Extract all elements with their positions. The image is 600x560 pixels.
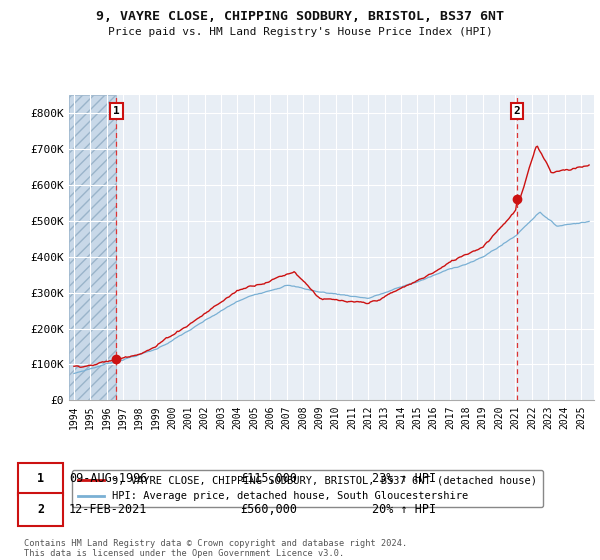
Bar <box>69 95 116 400</box>
Text: 1: 1 <box>37 472 44 486</box>
Text: 09-AUG-1996: 09-AUG-1996 <box>69 472 148 486</box>
Text: 9, VAYRE CLOSE, CHIPPING SODBURY, BRISTOL, BS37 6NT: 9, VAYRE CLOSE, CHIPPING SODBURY, BRISTO… <box>96 10 504 23</box>
Text: 1: 1 <box>113 106 120 116</box>
Text: Contains HM Land Registry data © Crown copyright and database right 2024.
This d: Contains HM Land Registry data © Crown c… <box>24 539 407 558</box>
Text: 2: 2 <box>37 503 44 516</box>
Text: 23% ↑ HPI: 23% ↑ HPI <box>372 472 436 486</box>
Text: £115,000: £115,000 <box>240 472 297 486</box>
Text: Price paid vs. HM Land Registry's House Price Index (HPI): Price paid vs. HM Land Registry's House … <box>107 27 493 37</box>
Text: 12-FEB-2021: 12-FEB-2021 <box>69 503 148 516</box>
Legend: 9, VAYRE CLOSE, CHIPPING SODBURY, BRISTOL, BS37 6NT (detached house), HPI: Avera: 9, VAYRE CLOSE, CHIPPING SODBURY, BRISTO… <box>71 470 544 507</box>
Text: 2: 2 <box>514 106 521 116</box>
Bar <box>69 95 116 400</box>
Text: 20% ↑ HPI: 20% ↑ HPI <box>372 503 436 516</box>
Text: £560,000: £560,000 <box>240 503 297 516</box>
